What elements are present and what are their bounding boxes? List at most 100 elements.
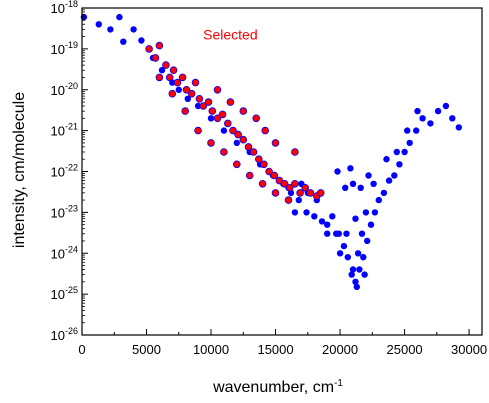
blue-point-65 xyxy=(393,148,400,156)
blue-point-13 xyxy=(207,115,215,122)
red-point-39 xyxy=(220,148,228,156)
blue-point-14 xyxy=(220,127,228,134)
red-point-31 xyxy=(296,189,304,197)
blue-point-33 xyxy=(360,254,367,261)
blue-point-2 xyxy=(95,21,103,28)
red-point-40 xyxy=(233,160,241,169)
blue-point-5 xyxy=(120,38,127,45)
blue-point-42 xyxy=(401,148,408,156)
blue-point-77 xyxy=(361,271,368,278)
red-point-38 xyxy=(207,139,215,147)
plot-frame xyxy=(81,7,483,336)
red-point-42 xyxy=(258,180,267,188)
blue-point-37 xyxy=(375,196,382,204)
blue-point-61 xyxy=(358,230,366,237)
y-tick-label-7: 10-25 xyxy=(51,285,78,302)
blue-point-63 xyxy=(370,180,377,187)
red-point-10 xyxy=(191,78,200,87)
blue-point-6 xyxy=(138,37,145,44)
blue-point-75 xyxy=(353,283,360,291)
red-point-50 xyxy=(261,126,270,135)
red-point-12 xyxy=(199,102,208,110)
red-point-48 xyxy=(226,98,235,106)
blue-point-49 xyxy=(449,115,456,122)
blue-point-76 xyxy=(343,230,350,237)
red-point-6 xyxy=(173,78,182,87)
blue-point-22 xyxy=(303,209,310,216)
blue-point-60 xyxy=(354,250,362,257)
red-point-1 xyxy=(151,54,160,62)
x-tick-label-0: 0 xyxy=(78,342,85,357)
red-point-15 xyxy=(213,114,222,123)
blue-point-35 xyxy=(367,221,375,228)
x-axis-title: wavenumber, cm-1 xyxy=(212,378,343,396)
red-point-30 xyxy=(291,180,299,188)
red-point-43 xyxy=(271,189,280,197)
blue-point-15 xyxy=(233,139,240,147)
red-point-9 xyxy=(187,89,196,98)
red-point-36 xyxy=(181,107,190,115)
blue-point-52 xyxy=(324,230,331,237)
red-point-37 xyxy=(194,126,202,135)
blue-point-56 xyxy=(291,209,299,216)
blue-point-68 xyxy=(334,168,341,175)
y-axis-title: intensity, cm/molecule xyxy=(11,92,28,248)
blue-point-62 xyxy=(362,209,370,216)
blue-point-69 xyxy=(342,184,349,191)
x-tick-label-3: 15000 xyxy=(257,342,293,357)
blue-point-21 xyxy=(295,196,302,204)
blue-point-46 xyxy=(427,120,434,127)
blue-point-44 xyxy=(413,127,420,134)
red-point-35 xyxy=(316,189,325,197)
y-tick-label-2: 10-20 xyxy=(51,81,78,98)
red-point-28 xyxy=(280,180,289,188)
red-point-21 xyxy=(244,143,253,151)
red-point-7 xyxy=(178,73,187,82)
red-point-5 xyxy=(169,66,178,74)
red-point-41 xyxy=(245,171,254,180)
red-point-22 xyxy=(249,148,258,156)
x-tick-label-6: 30000 xyxy=(451,342,487,357)
y-tick-label-5: 10-23 xyxy=(51,203,78,220)
blue-point-8 xyxy=(158,67,166,74)
x-tick-label-2: 10000 xyxy=(193,342,229,357)
red-point-4 xyxy=(165,73,174,82)
blue-point-51 xyxy=(333,230,340,237)
blue-point-72 xyxy=(365,172,372,179)
red-point-49 xyxy=(252,114,261,123)
x-axis-title-text: wavenumber, cm xyxy=(212,379,334,396)
red-point-19 xyxy=(234,130,242,139)
blue-point-73 xyxy=(347,165,354,172)
red-point-47 xyxy=(213,86,222,94)
red-point-52 xyxy=(291,148,299,156)
blue-point-66 xyxy=(404,127,411,134)
red-point-53 xyxy=(239,107,248,115)
blue-point-36 xyxy=(371,209,379,216)
blue-point-64 xyxy=(383,156,390,163)
blue-point-39 xyxy=(385,177,393,184)
blue-point-71 xyxy=(357,184,364,191)
blue-point-12 xyxy=(194,102,202,110)
red-point-17 xyxy=(224,119,232,128)
blue-point-1 xyxy=(116,13,123,21)
blue-point-58 xyxy=(336,250,344,257)
blue-point-34 xyxy=(364,237,371,245)
y-tick-label-6: 10-24 xyxy=(51,244,78,261)
blue-point-23 xyxy=(311,213,318,220)
blue-point-11 xyxy=(184,95,191,103)
red-point-14 xyxy=(208,107,217,115)
blue-point-70 xyxy=(349,180,357,187)
blue-point-24 xyxy=(318,218,326,225)
red-point-26 xyxy=(270,171,279,180)
x-tick-label-5: 25000 xyxy=(387,342,423,357)
y-tick-label-3: 10-21 xyxy=(51,122,78,139)
blue-point-47 xyxy=(434,107,442,115)
axes: 0 5000 10000 15000 20000 25000 30000 10-18 10-19… xyxy=(51,0,488,357)
red-point-33 xyxy=(306,189,315,197)
blue-point-45 xyxy=(419,115,426,122)
red-point-24 xyxy=(260,160,268,169)
blue-point-28 xyxy=(340,242,348,250)
data-points xyxy=(80,13,462,291)
red-point-45 xyxy=(168,89,177,98)
